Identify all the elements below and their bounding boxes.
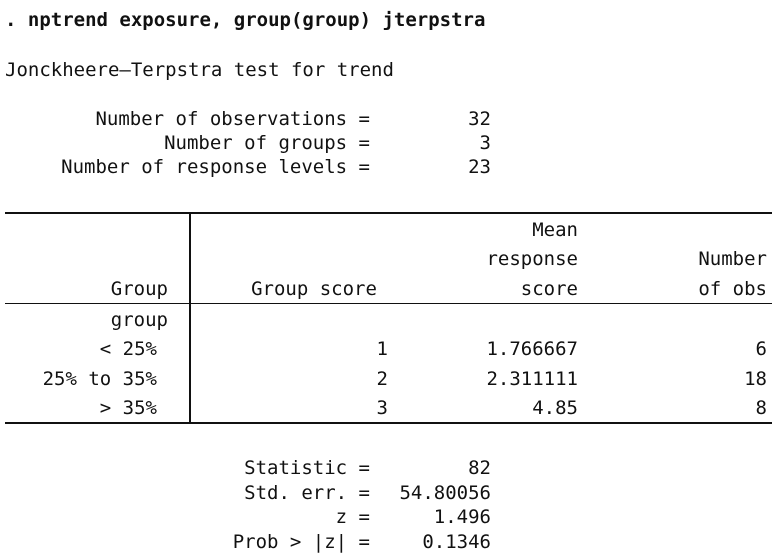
row-group-score: 2 — [376, 368, 388, 390]
header-group: Group — [110, 278, 168, 300]
row-group-label: < 25% — [99, 338, 157, 360]
row-mean-score: 4.85 — [532, 397, 578, 419]
row-group-label: 25% to 35% — [42, 368, 157, 390]
observations-label: Number of observations = — [95, 108, 370, 130]
table-bottom-rule — [5, 422, 772, 424]
row-mean-score: 1.766667 — [486, 338, 578, 360]
table-header-rule — [5, 303, 772, 304]
groups-label: Number of groups = — [164, 132, 370, 154]
row-group-score: 3 — [376, 397, 388, 419]
statistic-value: 82 — [468, 457, 491, 479]
table-variable-label: group — [110, 309, 168, 331]
table-column-divider — [189, 213, 191, 423]
header-mean-line3: score — [520, 278, 578, 300]
stderr-label: Std. err. = — [244, 482, 370, 504]
header-nobs-line2: of obs — [698, 278, 767, 300]
groups-value: 3 — [479, 132, 491, 154]
z-value: 1.496 — [433, 506, 491, 528]
row-mean-score: 2.311111 — [486, 368, 578, 390]
row-number-obs: 6 — [755, 338, 767, 360]
table-top-rule — [5, 212, 772, 214]
row-number-obs: 18 — [744, 368, 767, 390]
stderr-value: 54.80056 — [399, 482, 491, 504]
test-title: Jonckheere–Terpstra test for trend — [5, 59, 394, 81]
header-mean-line1: Mean — [532, 219, 578, 241]
levels-label: Number of response levels = — [61, 156, 370, 178]
z-label: z = — [335, 506, 370, 528]
statistic-label: Statistic = — [244, 457, 370, 479]
levels-value: 23 — [468, 156, 491, 178]
observations-value: 32 — [468, 108, 491, 130]
header-mean-line2: response — [486, 248, 578, 270]
prob-label: Prob > |z| = — [232, 531, 370, 553]
row-group-score: 1 — [376, 338, 388, 360]
row-number-obs: 8 — [755, 397, 767, 419]
prob-value: 0.1346 — [422, 531, 491, 553]
header-nobs-line1: Number — [698, 248, 767, 270]
header-group-score: Group score — [251, 278, 377, 300]
command-line: . nptrend exposure, group(group) jterpst… — [5, 9, 486, 31]
row-group-label: > 35% — [99, 397, 157, 419]
